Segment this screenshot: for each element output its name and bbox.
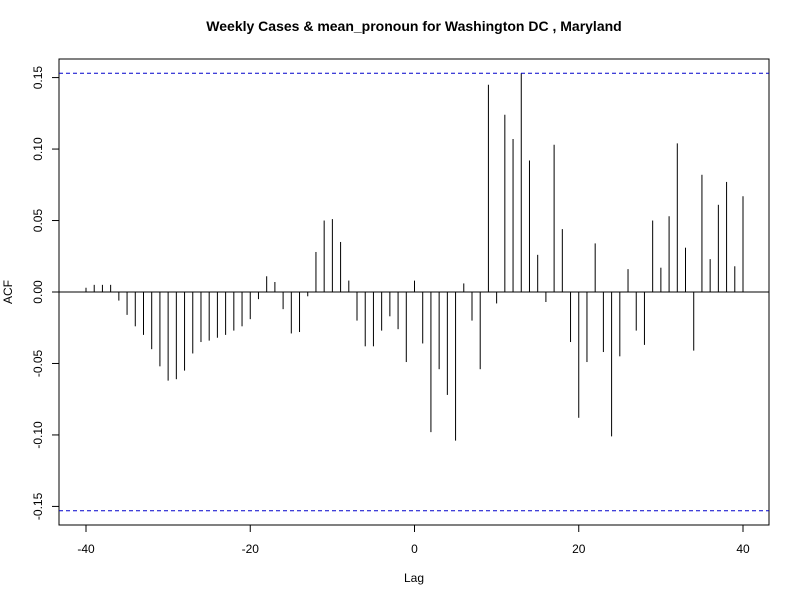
x-tick-label: -40 xyxy=(77,542,95,556)
y-tick-label: -0.15 xyxy=(31,492,45,520)
y-tick-label: 0.10 xyxy=(31,137,45,161)
x-axis-label: Lag xyxy=(404,571,424,585)
x-tick-label: 0 xyxy=(411,542,418,556)
y-axis-label: ACF xyxy=(1,280,15,304)
y-tick-label: 0.00 xyxy=(31,280,45,304)
y-tick-label: 0.15 xyxy=(31,66,45,90)
y-tick-label: -0.10 xyxy=(31,421,45,449)
y-axis: -0.15 -0.10 -0.05 0.00 0.05 0.10 0.15 xyxy=(31,66,59,520)
y-tick-label: 0.05 xyxy=(31,209,45,233)
x-axis: -40 -20 0 20 40 xyxy=(77,525,750,556)
x-tick-label: -20 xyxy=(242,542,260,556)
y-tick-label: -0.05 xyxy=(31,349,45,377)
x-tick-label: 20 xyxy=(572,542,586,556)
acf-bars xyxy=(85,73,744,441)
x-tick-label: 40 xyxy=(736,542,750,556)
chart-title: Weekly Cases & mean_pronoun for Washingt… xyxy=(206,18,621,34)
